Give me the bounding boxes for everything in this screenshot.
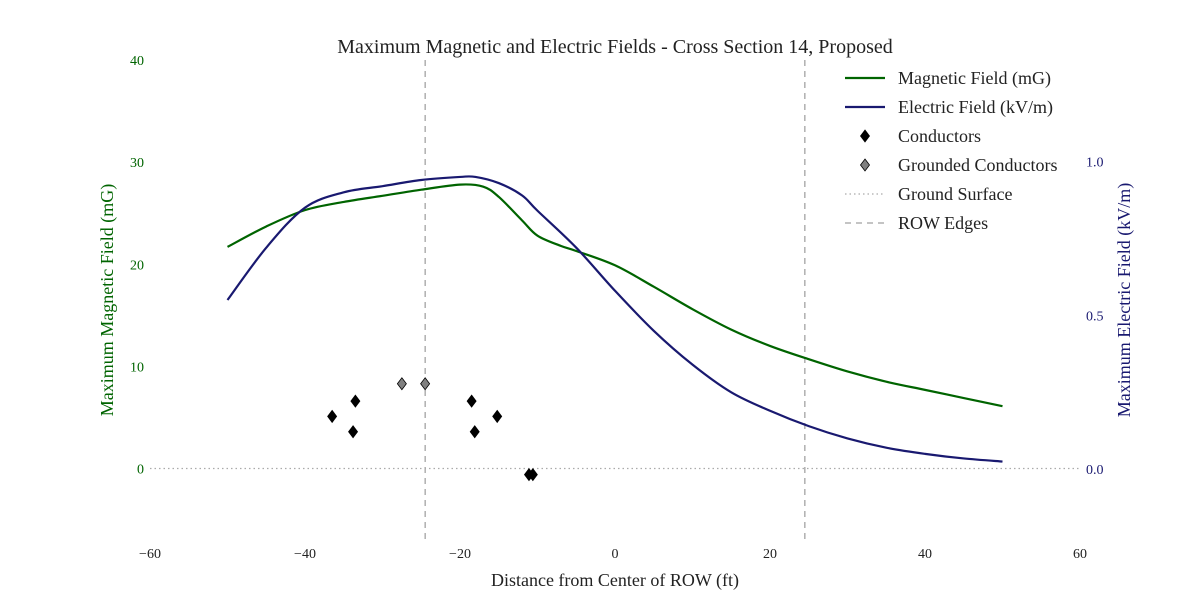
legend-item: Conductors — [860, 126, 981, 146]
legend-label: Grounded Conductors — [898, 155, 1057, 175]
legend-item: Ground Surface — [845, 184, 1012, 204]
conductor-point-7 — [527, 467, 538, 482]
electric-field-series-line — [226, 175, 1003, 463]
conductor-point-1 — [350, 394, 361, 408]
series-layer — [226, 175, 1003, 463]
y-right-axis-title: Maximum Electric Field (kV/m) — [1114, 183, 1135, 417]
legend-swatch — [860, 129, 870, 143]
legend: Magnetic Field (mG) Electric Field (kV/m)… — [845, 68, 1057, 233]
conductor-point-3 — [466, 394, 477, 408]
x-tick-label: −60 — [139, 547, 161, 562]
magnetic-field-series-line — [226, 183, 1003, 408]
legend-item: ROW Edges — [845, 213, 988, 233]
legend-item: Magnetic Field (mG) — [845, 68, 1051, 89]
legend-label: Magnetic Field (mG) — [898, 68, 1051, 89]
conductor-point-0 — [327, 409, 338, 424]
x-tick-label: 0 — [612, 547, 619, 562]
legend-label: Conductors — [898, 126, 981, 146]
y-left-tick-label: 0 — [137, 463, 144, 478]
x-axis-title: Distance from Center of ROW (ft) — [491, 570, 739, 591]
y-left-tick-label: 10 — [130, 360, 144, 375]
legend-swatch — [860, 158, 870, 172]
legend-item: Grounded Conductors — [860, 155, 1057, 175]
grounded-conductor-point-0 — [396, 377, 407, 391]
legend-label: ROW Edges — [898, 213, 988, 233]
legend-label: Electric Field (kV/m) — [898, 97, 1053, 118]
y-right-tick-label: 1.0 — [1086, 156, 1104, 171]
y-left-tick-label: 30 — [130, 156, 144, 171]
y-left-axis-ticks: 0 10 20 30 40 — [130, 54, 144, 478]
conductor-point-4 — [469, 425, 480, 439]
row-edges-layer — [424, 60, 806, 540]
y-right-tick-label: 0.0 — [1086, 463, 1104, 478]
x-tick-label: −40 — [294, 547, 316, 562]
y-right-axis-ticks: 0.0 0.5 1.0 — [1086, 156, 1104, 479]
grounded-conductor-point-1 — [420, 377, 431, 391]
x-axis-ticks: −60 −40 −20 0 20 40 60 — [139, 547, 1087, 562]
y-left-axis-title: Maximum Magnetic Field (mG) — [97, 184, 118, 416]
conductor-points-layer — [327, 377, 538, 482]
legend-item: Electric Field (kV/m) — [845, 97, 1053, 118]
x-tick-label: 40 — [918, 547, 932, 562]
x-tick-label: 60 — [1073, 547, 1087, 562]
y-left-tick-label: 40 — [130, 54, 144, 69]
x-tick-label: 20 — [763, 547, 777, 562]
conductor-point-2 — [348, 425, 359, 439]
x-tick-label: −20 — [449, 547, 471, 562]
legend-label: Ground Surface — [898, 184, 1012, 204]
chart-title: Maximum Magnetic and Electric Fields - C… — [337, 36, 892, 58]
y-left-tick-label: 20 — [130, 258, 144, 273]
y-right-tick-label: 0.5 — [1086, 309, 1104, 324]
conductor-point-5 — [492, 409, 503, 424]
